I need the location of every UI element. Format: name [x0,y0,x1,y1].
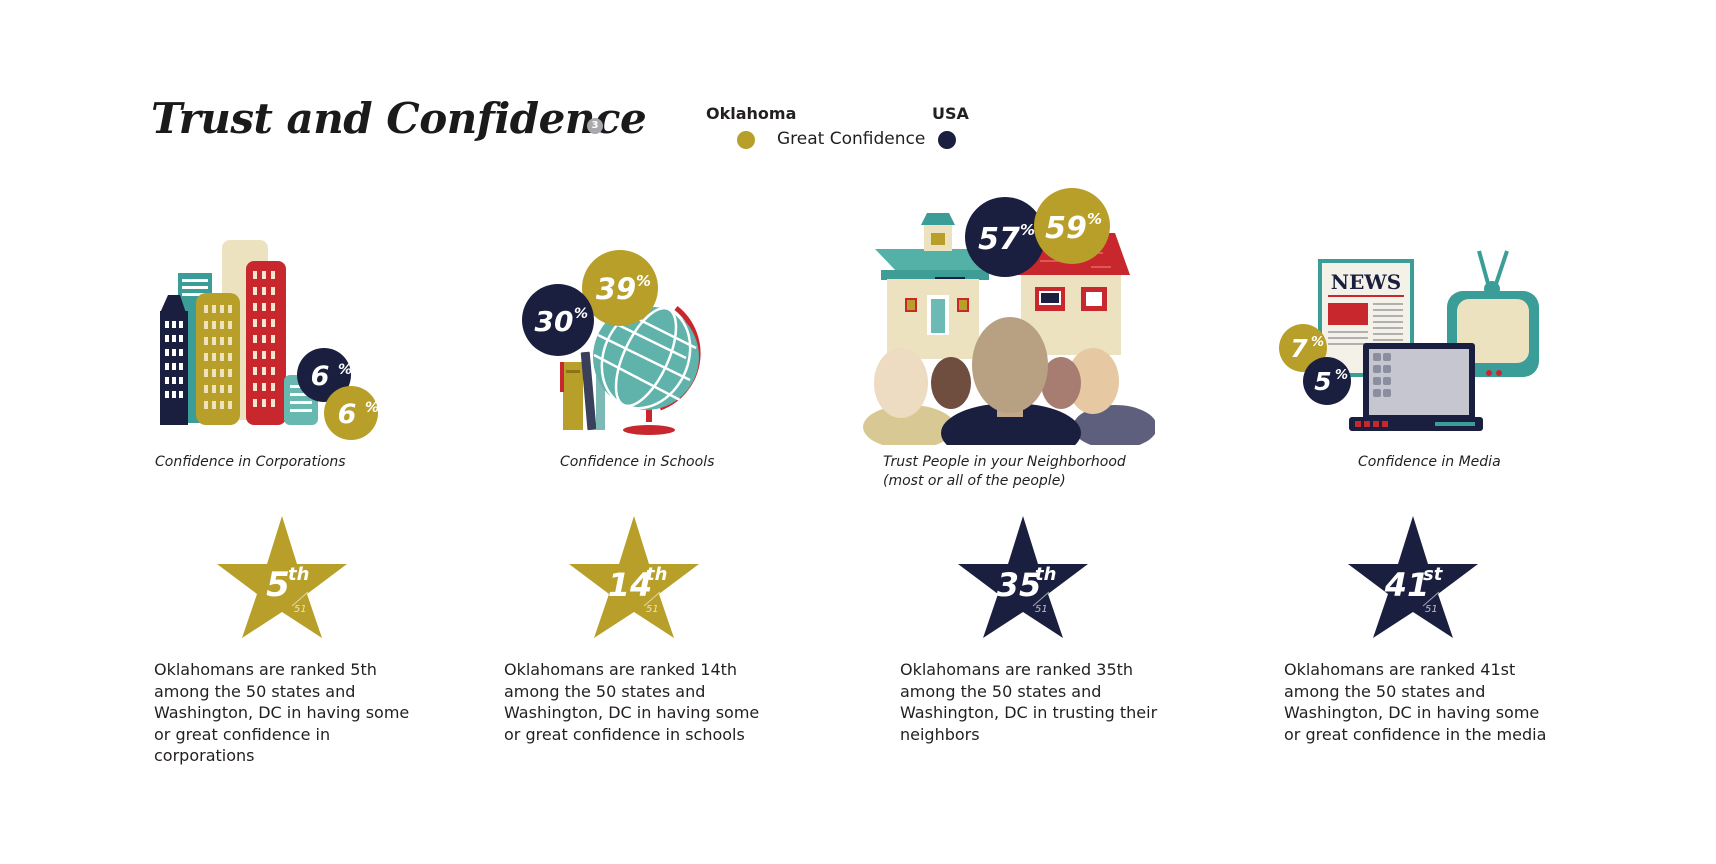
oklahoma-pct: 59 [1045,211,1087,246]
rank-of: 51 [1425,604,1438,615]
usa-bubble: 30 % [522,284,594,356]
laptop-icon [1349,343,1483,431]
usa-pct: 57 [978,222,1020,257]
description-corporations: Oklahomans are ranked 5th among the 50 s… [154,660,410,765]
description-neighborhood: Oklahomans are ranked 35th among the 50 … [900,660,1158,744]
svg-text:%: % [338,362,352,378]
usa-pct: 6 [311,361,330,392]
media-illustration: NEWS 7 % 5 % [1279,250,1539,431]
legend-usa-dot [938,131,956,149]
footnote-badge: 3 [587,118,603,134]
svg-text:%: % [1335,368,1348,383]
rank-suffix: th [1035,564,1056,585]
svg-text:%: % [636,272,651,290]
oklahoma-bubble: 59 % [1034,188,1110,264]
newspaper-masthead: NEWS [1331,270,1401,294]
usa-pct: 30 [535,305,574,338]
globe-icon [593,304,701,435]
caption-schools: Confidence in Schools [560,454,715,470]
legend-measure-label: Great Confidence [777,129,926,149]
usa-bubble: 5 % [1303,357,1351,405]
legend-usa-label: USA [932,104,969,123]
oklahoma-bubble: 39 % [582,250,658,326]
star-icon [958,516,1088,638]
svg-text:%: % [1020,221,1035,239]
books-icon [560,351,605,431]
caption-neighborhood-note: (most or all of the people) [883,473,1066,489]
usa-bubble: 57 % [965,197,1045,277]
rank-suffix: th [288,564,309,585]
corporations-illustration: 6 % 6 % [160,240,379,440]
rank-of: 51 [1035,604,1048,615]
rank-of: 51 [294,604,307,615]
rank-star-media: 41 st 51 [1348,516,1478,638]
rank-star-neighborhood: 35 th 51 [958,516,1088,638]
page-title: Trust and Confidence [151,94,647,143]
usa-bubble: 6 % [297,348,352,402]
star-icon [1348,516,1478,638]
rank-number: 5 [266,565,290,605]
oklahoma-bubble: 7 % [1279,324,1327,372]
svg-text:%: % [574,306,588,322]
rank-number: 35 [997,566,1042,604]
oklahoma-pct: 7 [1290,334,1308,363]
svg-text:%: % [365,400,379,416]
schools-illustration: 39 % 30 % [522,250,701,435]
description-media: Oklahomans are ranked 41st among the 50 … [1284,660,1547,744]
rank-suffix: st [1423,564,1444,585]
neighborhood-illustration: 57 % 59 % [863,188,1155,445]
rank-of: 51 [646,604,659,615]
people-icon [863,317,1155,445]
oklahoma-pct: 39 [596,272,636,306]
svg-text:%: % [1311,335,1324,350]
legend-oklahoma-label: Oklahoma [706,104,797,123]
usa-pct: 5 [1314,367,1331,396]
rank-star-schools: 14 th 51 [569,516,699,638]
oklahoma-bubble: 6 % [324,386,379,440]
caption-neighborhood: Trust People in your Neighborhood [883,454,1126,470]
rank-suffix: th [646,564,667,585]
city-buildings-icon [160,240,318,425]
houses-icon [875,213,1130,359]
star-icon [569,516,699,638]
rank-number: 41 [1384,566,1430,604]
svg-text:%: % [1087,210,1102,228]
caption-corporations: Confidence in Corporations [155,454,346,470]
description-schools: Oklahomans are ranked 14th among the 50 … [504,660,760,744]
star-icon [217,516,347,638]
rank-star-corporations: 5 th 51 [217,516,347,638]
oklahoma-pct: 6 [338,399,357,430]
caption-media: Confidence in Media [1358,454,1501,470]
rank-number: 14 [608,566,653,604]
legend-oklahoma-dot [737,131,755,149]
